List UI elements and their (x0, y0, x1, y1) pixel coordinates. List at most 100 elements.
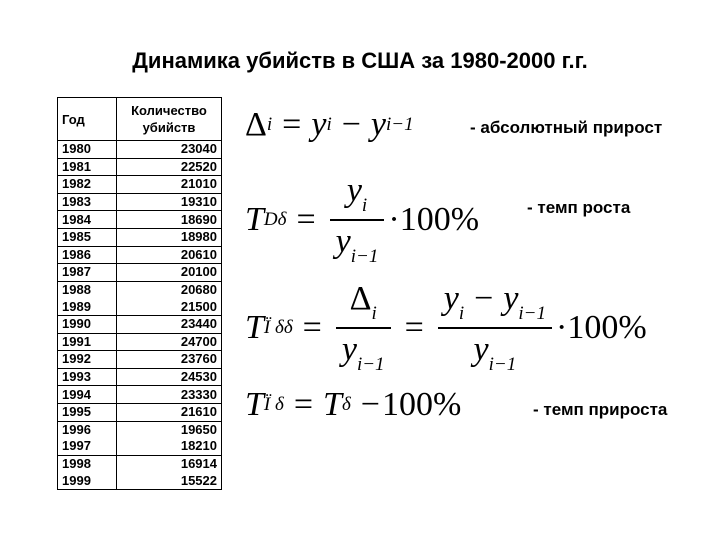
f-sub: i (371, 303, 377, 324)
table-row: 1992 23760 (57, 350, 222, 369)
table-row: 1995 21610 (57, 402, 222, 421)
header-year: Год (57, 97, 117, 141)
f-op: − (341, 106, 361, 143)
f-sub: Ï δ (263, 394, 284, 415)
year-cell: 1991 (57, 332, 117, 351)
label-growth-rate: - темп роста (527, 198, 631, 217)
count-cell: 21010 (116, 175, 222, 194)
year-cell: 1984 (57, 210, 117, 229)
fraction: yi − yi−1 yi−1 (437, 280, 553, 376)
table-row: 1991 24700 (57, 332, 222, 351)
table-row: 1982 21010 (57, 175, 222, 194)
count-cell: 15522 (116, 472, 222, 490)
table-row: 1993 24530 (57, 367, 222, 386)
f-op: = (293, 386, 314, 423)
count-cell: 18980 (116, 227, 222, 247)
table-row: 1997 18210 (57, 438, 222, 456)
count-cell: 23440 (116, 314, 222, 334)
f-num: 100% (567, 308, 647, 346)
year-cell: 1987 (57, 263, 117, 282)
count-cell: 18690 (116, 210, 222, 229)
label-increment-rate: - темп прироста (533, 400, 668, 419)
year-cell: 1980 (57, 140, 117, 159)
table-row: 1998 16914 (57, 454, 222, 473)
f-sym: y (346, 172, 362, 209)
f-sym: Δ (349, 280, 372, 317)
year-cell: 1981 (57, 157, 117, 176)
fraction: Δi yi−1 (335, 280, 391, 376)
f-sym: y (370, 106, 386, 143)
year-cell: 1993 (57, 367, 117, 386)
count-cell: 16914 (116, 454, 222, 473)
f-sub: δ (341, 394, 351, 415)
f-sub: i (326, 114, 332, 135)
count-cell: 24700 (116, 332, 222, 351)
table-row: 1981 22520 (57, 157, 222, 176)
f-op: − (360, 386, 380, 423)
year-cell: 1997 (57, 438, 117, 456)
count-cell: 23040 (116, 140, 222, 159)
year-cell: 1986 (57, 245, 117, 264)
f-sub: i−1 (350, 245, 379, 267)
f-sub: i (458, 303, 465, 324)
table-row: 1986 20610 (57, 245, 222, 264)
table-row: 1994 23330 (57, 385, 222, 404)
f-sub: i−1 (386, 114, 414, 135)
f-op: − (474, 280, 494, 317)
count-cell: 19310 (116, 192, 222, 211)
f-sym: y (311, 106, 327, 143)
f-sym: T (323, 386, 342, 423)
f-op: = (282, 106, 302, 143)
page-title: Динамика убийств в США за 1980-2000 г.г. (132, 48, 588, 73)
count-cell: 20100 (116, 263, 222, 282)
year-cell: 1988 (57, 280, 117, 299)
table-row: 1984 18690 (57, 210, 222, 229)
f-sym: Δ (245, 106, 267, 143)
f-num: 100% (381, 386, 462, 423)
year-cell: 1990 (57, 314, 117, 334)
f-sym: y (335, 222, 351, 260)
fraction: yi yi−1 (329, 172, 385, 268)
count-cell: 18210 (116, 438, 222, 456)
f-op: = (296, 200, 316, 238)
formula-growth-rate: T Dδ = yi yi−1 · 100% (245, 172, 479, 268)
label-absolute: - абсолютный прирост (470, 118, 663, 137)
f-sub: Dδ (263, 208, 287, 230)
table-row: 1980 23040 (57, 140, 222, 159)
f-num: 100% (399, 200, 480, 238)
f-op: = (302, 308, 322, 346)
f-sym: T (245, 386, 264, 423)
count-cell: 23760 (116, 350, 222, 369)
year-cell: 1989 (57, 298, 117, 316)
f-sub: Ï δδ (263, 316, 293, 338)
f-sym: T (245, 200, 264, 238)
table-row: 1996 19650 (57, 420, 222, 439)
f-sub: i (361, 195, 368, 216)
f-sym: y (443, 280, 459, 317)
year-cell: 1985 (57, 227, 117, 247)
table-row: 1985 18980 (57, 227, 222, 247)
fraction-bar (335, 327, 391, 329)
year-cell: 1996 (57, 420, 117, 439)
murders-table: Год Количество убийств 1980 23040 1981 2252… (57, 97, 222, 490)
count-cell: 19650 (116, 420, 222, 439)
f-sym: y (503, 280, 519, 317)
year-cell: 1998 (57, 454, 117, 473)
year-cell: 1999 (57, 472, 117, 490)
f-sym: y (473, 330, 489, 368)
count-cell: 24530 (116, 367, 222, 386)
table-row: 1989 21500 (57, 298, 222, 316)
fraction-bar (329, 219, 385, 221)
fraction-bar (437, 327, 553, 329)
count-cell: 23330 (116, 385, 222, 404)
year-cell: 1983 (57, 192, 117, 211)
count-cell: 20610 (116, 245, 222, 264)
year-cell: 1994 (57, 385, 117, 404)
header-count: Количество убийств (116, 97, 222, 141)
f-sub: i−1 (488, 353, 517, 375)
table-row: 1999 15522 (57, 472, 222, 490)
